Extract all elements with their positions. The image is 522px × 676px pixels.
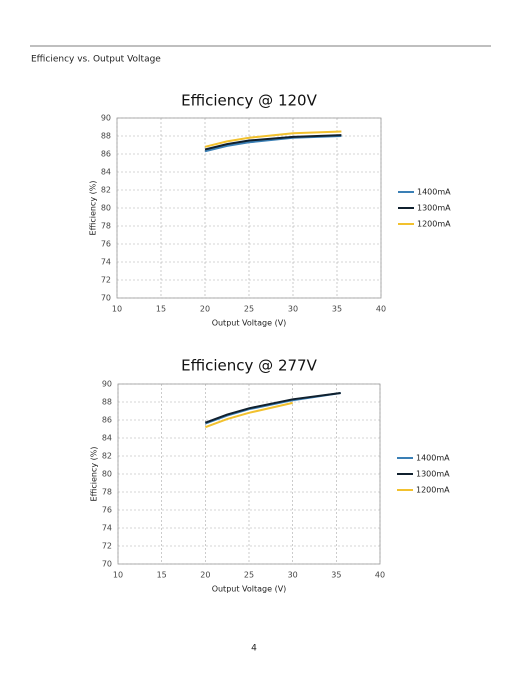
y-tick-label: 72	[101, 276, 111, 285]
x-tick-label: 30	[288, 305, 298, 314]
y-tick-label: 74	[101, 258, 111, 267]
chart-title: Efficiency @ 120V	[181, 92, 317, 110]
plot-frame	[116, 117, 382, 299]
y-tick-label: 76	[101, 240, 111, 249]
y-tick-label: 86	[102, 416, 112, 425]
y-axis-label: Efficiency (%)	[90, 447, 99, 502]
legend-label: 1300mA	[416, 470, 450, 479]
x-axis-label: Output Voltage (V)	[212, 319, 287, 328]
y-tick-label: 86	[101, 150, 111, 159]
x-axis-label: Output Voltage (V)	[212, 585, 287, 594]
x-tick-label: 35	[332, 305, 342, 314]
y-tick-label: 82	[102, 452, 112, 461]
x-tick-label: 10	[112, 305, 122, 314]
legend-label: 1200mA	[417, 220, 451, 229]
y-tick-label: 78	[101, 222, 111, 231]
y-tick-label: 84	[101, 168, 111, 177]
x-tick-label: 40	[375, 571, 385, 580]
y-axis-label: Efficiency (%)	[89, 181, 98, 236]
plot-frame	[117, 383, 381, 565]
x-tick-label: 15	[156, 305, 166, 314]
legend-label: 1300mA	[417, 204, 451, 213]
series-line	[204, 401, 293, 429]
y-tick-label: 90	[101, 114, 111, 123]
x-tick-label: 10	[113, 571, 123, 580]
y-tick-label: 80	[101, 204, 111, 213]
x-tick-label: 25	[244, 571, 254, 580]
x-tick-label: 20	[200, 571, 210, 580]
y-tick-label: 90	[102, 380, 112, 389]
y-tick-label: 82	[101, 186, 111, 195]
y-tick-label: 88	[102, 398, 112, 407]
section-title: Efficiency vs. Output Voltage	[31, 55, 161, 65]
series-line	[204, 130, 342, 148]
x-tick-label: 40	[376, 305, 386, 314]
y-tick-label: 70	[102, 560, 112, 569]
y-tick-label: 74	[102, 524, 112, 533]
x-tick-label: 25	[244, 305, 254, 314]
y-tick-label: 88	[101, 132, 111, 141]
legend-label: 1400mA	[416, 454, 450, 463]
y-tick-label: 72	[102, 542, 112, 551]
y-tick-label: 80	[102, 470, 112, 479]
series-line	[204, 134, 342, 151]
x-tick-label: 15	[157, 571, 167, 580]
y-tick-label: 76	[102, 506, 112, 515]
y-tick-label: 70	[101, 294, 111, 303]
legend-label: 1200mA	[416, 486, 450, 495]
x-tick-label: 20	[200, 305, 210, 314]
x-tick-label: 35	[331, 571, 341, 580]
y-tick-label: 84	[102, 434, 112, 443]
series-line	[204, 392, 341, 424]
page-number: 4	[251, 644, 257, 654]
legend-label: 1400mA	[417, 188, 451, 197]
x-tick-label: 30	[288, 571, 298, 580]
y-tick-label: 78	[102, 488, 112, 497]
chart-title: Efficiency @ 277V	[181, 357, 317, 375]
